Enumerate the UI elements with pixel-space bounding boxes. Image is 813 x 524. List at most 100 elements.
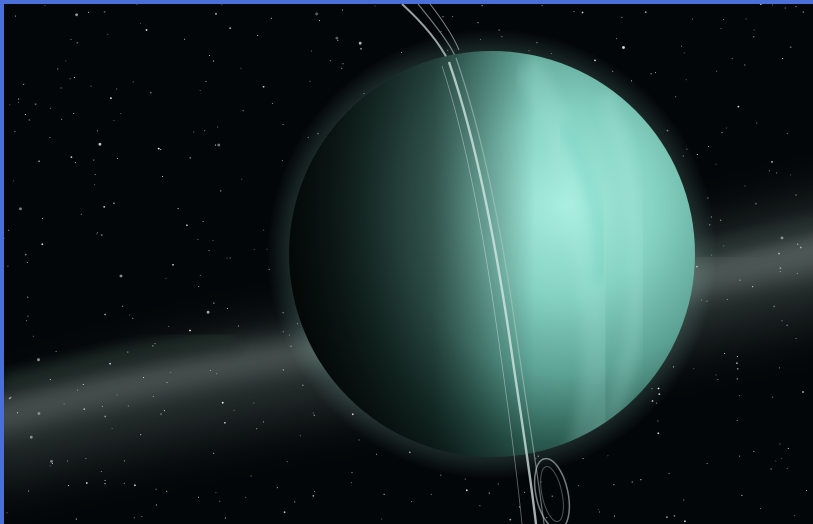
star xyxy=(18,98,20,100)
star xyxy=(199,89,201,92)
star xyxy=(784,7,786,9)
star xyxy=(262,85,265,88)
star xyxy=(28,119,31,121)
star xyxy=(736,355,738,358)
star xyxy=(37,358,40,362)
star xyxy=(736,367,739,370)
star xyxy=(607,455,609,457)
star xyxy=(162,175,164,178)
star xyxy=(276,487,278,489)
star xyxy=(67,485,69,487)
star xyxy=(134,484,136,487)
star xyxy=(779,367,781,369)
star xyxy=(189,157,192,159)
star xyxy=(440,474,442,476)
star xyxy=(27,490,30,492)
star xyxy=(299,435,301,437)
star xyxy=(226,257,228,259)
star xyxy=(541,5,543,7)
star xyxy=(26,320,28,322)
star xyxy=(113,119,115,121)
star xyxy=(197,239,199,241)
star xyxy=(696,154,698,156)
star xyxy=(744,64,746,66)
star xyxy=(129,314,131,316)
star xyxy=(358,41,362,45)
star xyxy=(17,101,20,103)
star xyxy=(739,455,741,457)
star xyxy=(123,482,125,484)
star xyxy=(771,161,773,163)
star xyxy=(7,265,9,267)
star xyxy=(80,213,82,215)
star xyxy=(103,206,106,208)
star xyxy=(166,490,168,492)
star xyxy=(37,412,41,415)
star xyxy=(693,368,695,370)
star xyxy=(116,394,118,396)
star xyxy=(229,27,232,30)
star xyxy=(598,509,600,511)
star xyxy=(335,36,339,40)
star xyxy=(221,4,223,6)
star xyxy=(139,22,142,24)
star xyxy=(49,379,51,381)
star xyxy=(786,324,788,326)
star xyxy=(337,39,339,41)
star xyxy=(116,88,118,90)
star xyxy=(19,207,22,211)
star xyxy=(113,202,115,205)
star xyxy=(779,267,782,269)
star xyxy=(464,478,466,480)
stars xyxy=(4,4,808,523)
star xyxy=(723,245,725,247)
star xyxy=(208,54,211,57)
star xyxy=(27,315,29,317)
star xyxy=(27,296,29,298)
star xyxy=(787,447,789,449)
star xyxy=(49,136,51,139)
star xyxy=(123,460,125,462)
star xyxy=(186,224,188,227)
star xyxy=(101,405,104,407)
star xyxy=(342,9,344,11)
star xyxy=(781,320,783,322)
star xyxy=(381,518,383,520)
star xyxy=(329,60,331,62)
star xyxy=(250,475,252,477)
star xyxy=(127,351,129,353)
star xyxy=(104,415,107,418)
star xyxy=(779,443,781,445)
star xyxy=(193,131,195,133)
star xyxy=(442,16,444,18)
star xyxy=(51,463,53,465)
star xyxy=(351,472,353,474)
star xyxy=(318,20,321,22)
star xyxy=(233,409,235,411)
star xyxy=(104,483,106,485)
star xyxy=(75,13,78,17)
star xyxy=(262,421,265,423)
star xyxy=(119,274,123,278)
star xyxy=(383,493,385,495)
star xyxy=(206,310,210,314)
star xyxy=(673,515,676,517)
star xyxy=(109,362,111,365)
star xyxy=(189,329,191,332)
star xyxy=(163,410,165,412)
star xyxy=(242,110,244,112)
star xyxy=(155,488,157,490)
star xyxy=(573,11,575,13)
star xyxy=(779,270,781,273)
star xyxy=(205,80,207,82)
star xyxy=(204,130,206,132)
star xyxy=(95,233,97,235)
star xyxy=(683,499,685,501)
star xyxy=(613,515,615,517)
star xyxy=(65,60,67,62)
star xyxy=(675,96,677,98)
star xyxy=(780,458,782,460)
star xyxy=(219,500,221,502)
star xyxy=(136,4,138,6)
